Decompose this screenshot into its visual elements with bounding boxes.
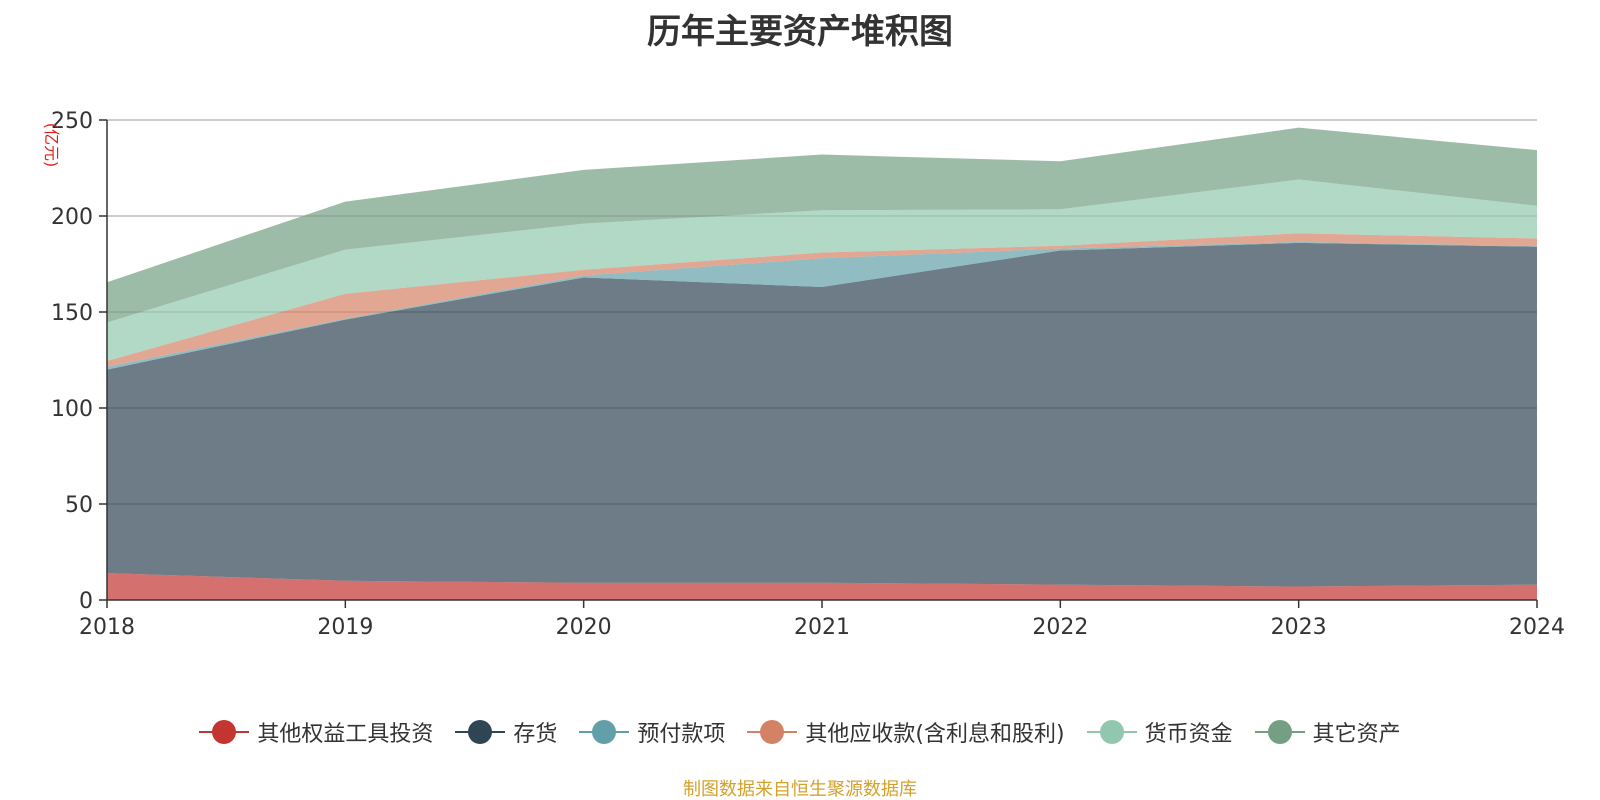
y-tick-label: 0 bbox=[79, 589, 93, 614]
legend-dot bbox=[468, 720, 493, 744]
legend-label: 货币资金 bbox=[1144, 722, 1233, 747]
x-tick-label: 2020 bbox=[556, 615, 612, 640]
legend-marker-icon bbox=[1254, 719, 1305, 745]
legend-item[interactable]: 预付款项 bbox=[579, 716, 725, 748]
area-series-其它资产 bbox=[107, 127, 1537, 323]
y-tick-label: 250 bbox=[51, 109, 93, 134]
x-tick-label: 2023 bbox=[1271, 615, 1327, 640]
legend-label: 其它资产 bbox=[1312, 722, 1401, 747]
legend-item[interactable]: 其它资产 bbox=[1254, 716, 1401, 748]
legend-label: 预付款项 bbox=[637, 722, 726, 747]
axes: 0 50 100 150 200 250 2018 2019 2020 2021 2022 2023 2… bbox=[51, 109, 1565, 640]
y-tick-label: 50 bbox=[65, 493, 93, 518]
area-series-存货 bbox=[107, 242, 1537, 587]
legend-marker-icon bbox=[199, 719, 250, 745]
y-tick-label: 200 bbox=[51, 205, 93, 230]
legend-dot bbox=[212, 720, 237, 744]
legend-label: 其他权益工具投资 bbox=[257, 722, 434, 747]
x-tick-label: 2022 bbox=[1032, 615, 1088, 640]
x-tick-label: 2018 bbox=[79, 615, 135, 640]
legend-label: 其他应收款(含利息和股利) bbox=[805, 722, 1065, 747]
legend-item[interactable]: 其他应收款(含利息和股利) bbox=[747, 716, 1065, 748]
legend-dot bbox=[760, 720, 785, 744]
legend-marker-icon bbox=[1086, 719, 1137, 745]
legend-item[interactable]: 存货 bbox=[455, 716, 557, 748]
x-tick-label: 2024 bbox=[1509, 615, 1565, 640]
chart-title: 历年主要资产堆积图 bbox=[647, 12, 953, 52]
legend-label: 存货 bbox=[513, 722, 558, 747]
legend-dot bbox=[1267, 720, 1292, 744]
legend-marker-icon bbox=[747, 719, 798, 745]
y-tick-label: 100 bbox=[51, 397, 93, 422]
legend-item[interactable]: 其他权益工具投资 bbox=[199, 716, 433, 748]
y-axis-unit-label: (亿元) bbox=[42, 123, 61, 168]
source-note: 制图数据来自恒生聚源数据库 bbox=[683, 779, 917, 800]
y-tick-label: 150 bbox=[51, 301, 93, 326]
legend-dot bbox=[592, 720, 617, 744]
legend-item[interactable]: 货币资金 bbox=[1086, 716, 1233, 748]
legend-dot bbox=[1099, 720, 1124, 744]
x-tick-label: 2019 bbox=[317, 615, 373, 640]
area-series-group bbox=[107, 127, 1537, 600]
legend-marker-icon bbox=[455, 719, 506, 745]
x-tick-label: 2021 bbox=[794, 615, 850, 640]
legend-marker-icon bbox=[579, 719, 630, 745]
area-series-其他应收款(含利息和股利) bbox=[107, 233, 1537, 367]
area-series-预付款项 bbox=[107, 241, 1537, 370]
chart-legend: 其他权益工具投资 存货 预付款项 其他应收款(含利息和股利) 货币资金 其它资产 bbox=[0, 716, 1600, 748]
area-series-货币资金 bbox=[107, 179, 1537, 361]
area-series-其他权益工具投资 bbox=[107, 573, 1537, 600]
